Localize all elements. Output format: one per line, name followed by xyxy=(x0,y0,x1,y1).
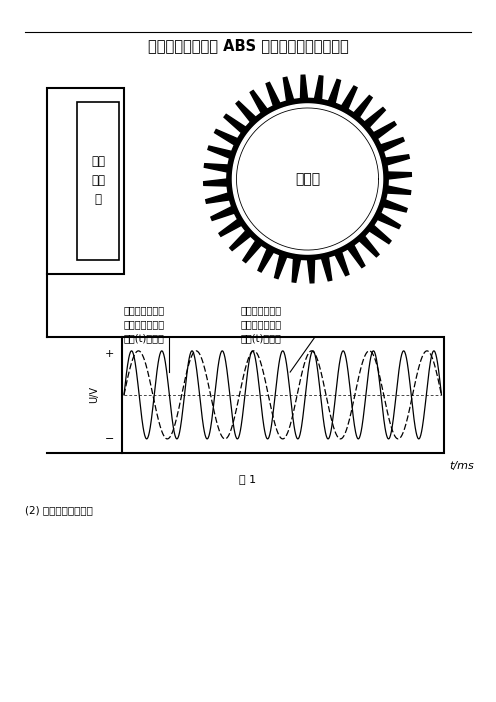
Text: (2) 霍尔式轮速传感器: (2) 霍尔式轮速传感器 xyxy=(25,505,93,515)
Text: 轮速
传感
器: 轮速 传感 器 xyxy=(91,155,105,206)
Text: t/ms: t/ms xyxy=(449,461,474,471)
Text: 脉冲环: 脉冲环 xyxy=(295,172,320,186)
Text: 高速时轮速传感
器产生的电压与
时间(t)的关系: 高速时轮速传感 器产生的电压与 时间(t)的关系 xyxy=(241,305,282,343)
Polygon shape xyxy=(233,104,382,254)
Polygon shape xyxy=(204,75,411,283)
Text: +: + xyxy=(105,350,114,359)
Text: −: − xyxy=(105,434,114,444)
FancyBboxPatch shape xyxy=(122,337,444,453)
Text: 图 1: 图 1 xyxy=(240,474,256,484)
FancyBboxPatch shape xyxy=(47,88,124,274)
Text: 轮速传感器导致的 ABS 故障诊断和案例分析上: 轮速传感器导致的 ABS 故障诊断和案例分析上 xyxy=(148,39,348,53)
FancyBboxPatch shape xyxy=(77,102,119,260)
Text: U/V: U/V xyxy=(89,386,99,404)
Text: 低速时轮速传感
器产生的电压与
时间(t)的关系: 低速时轮速传感 器产生的电压与 时间(t)的关系 xyxy=(124,305,165,343)
